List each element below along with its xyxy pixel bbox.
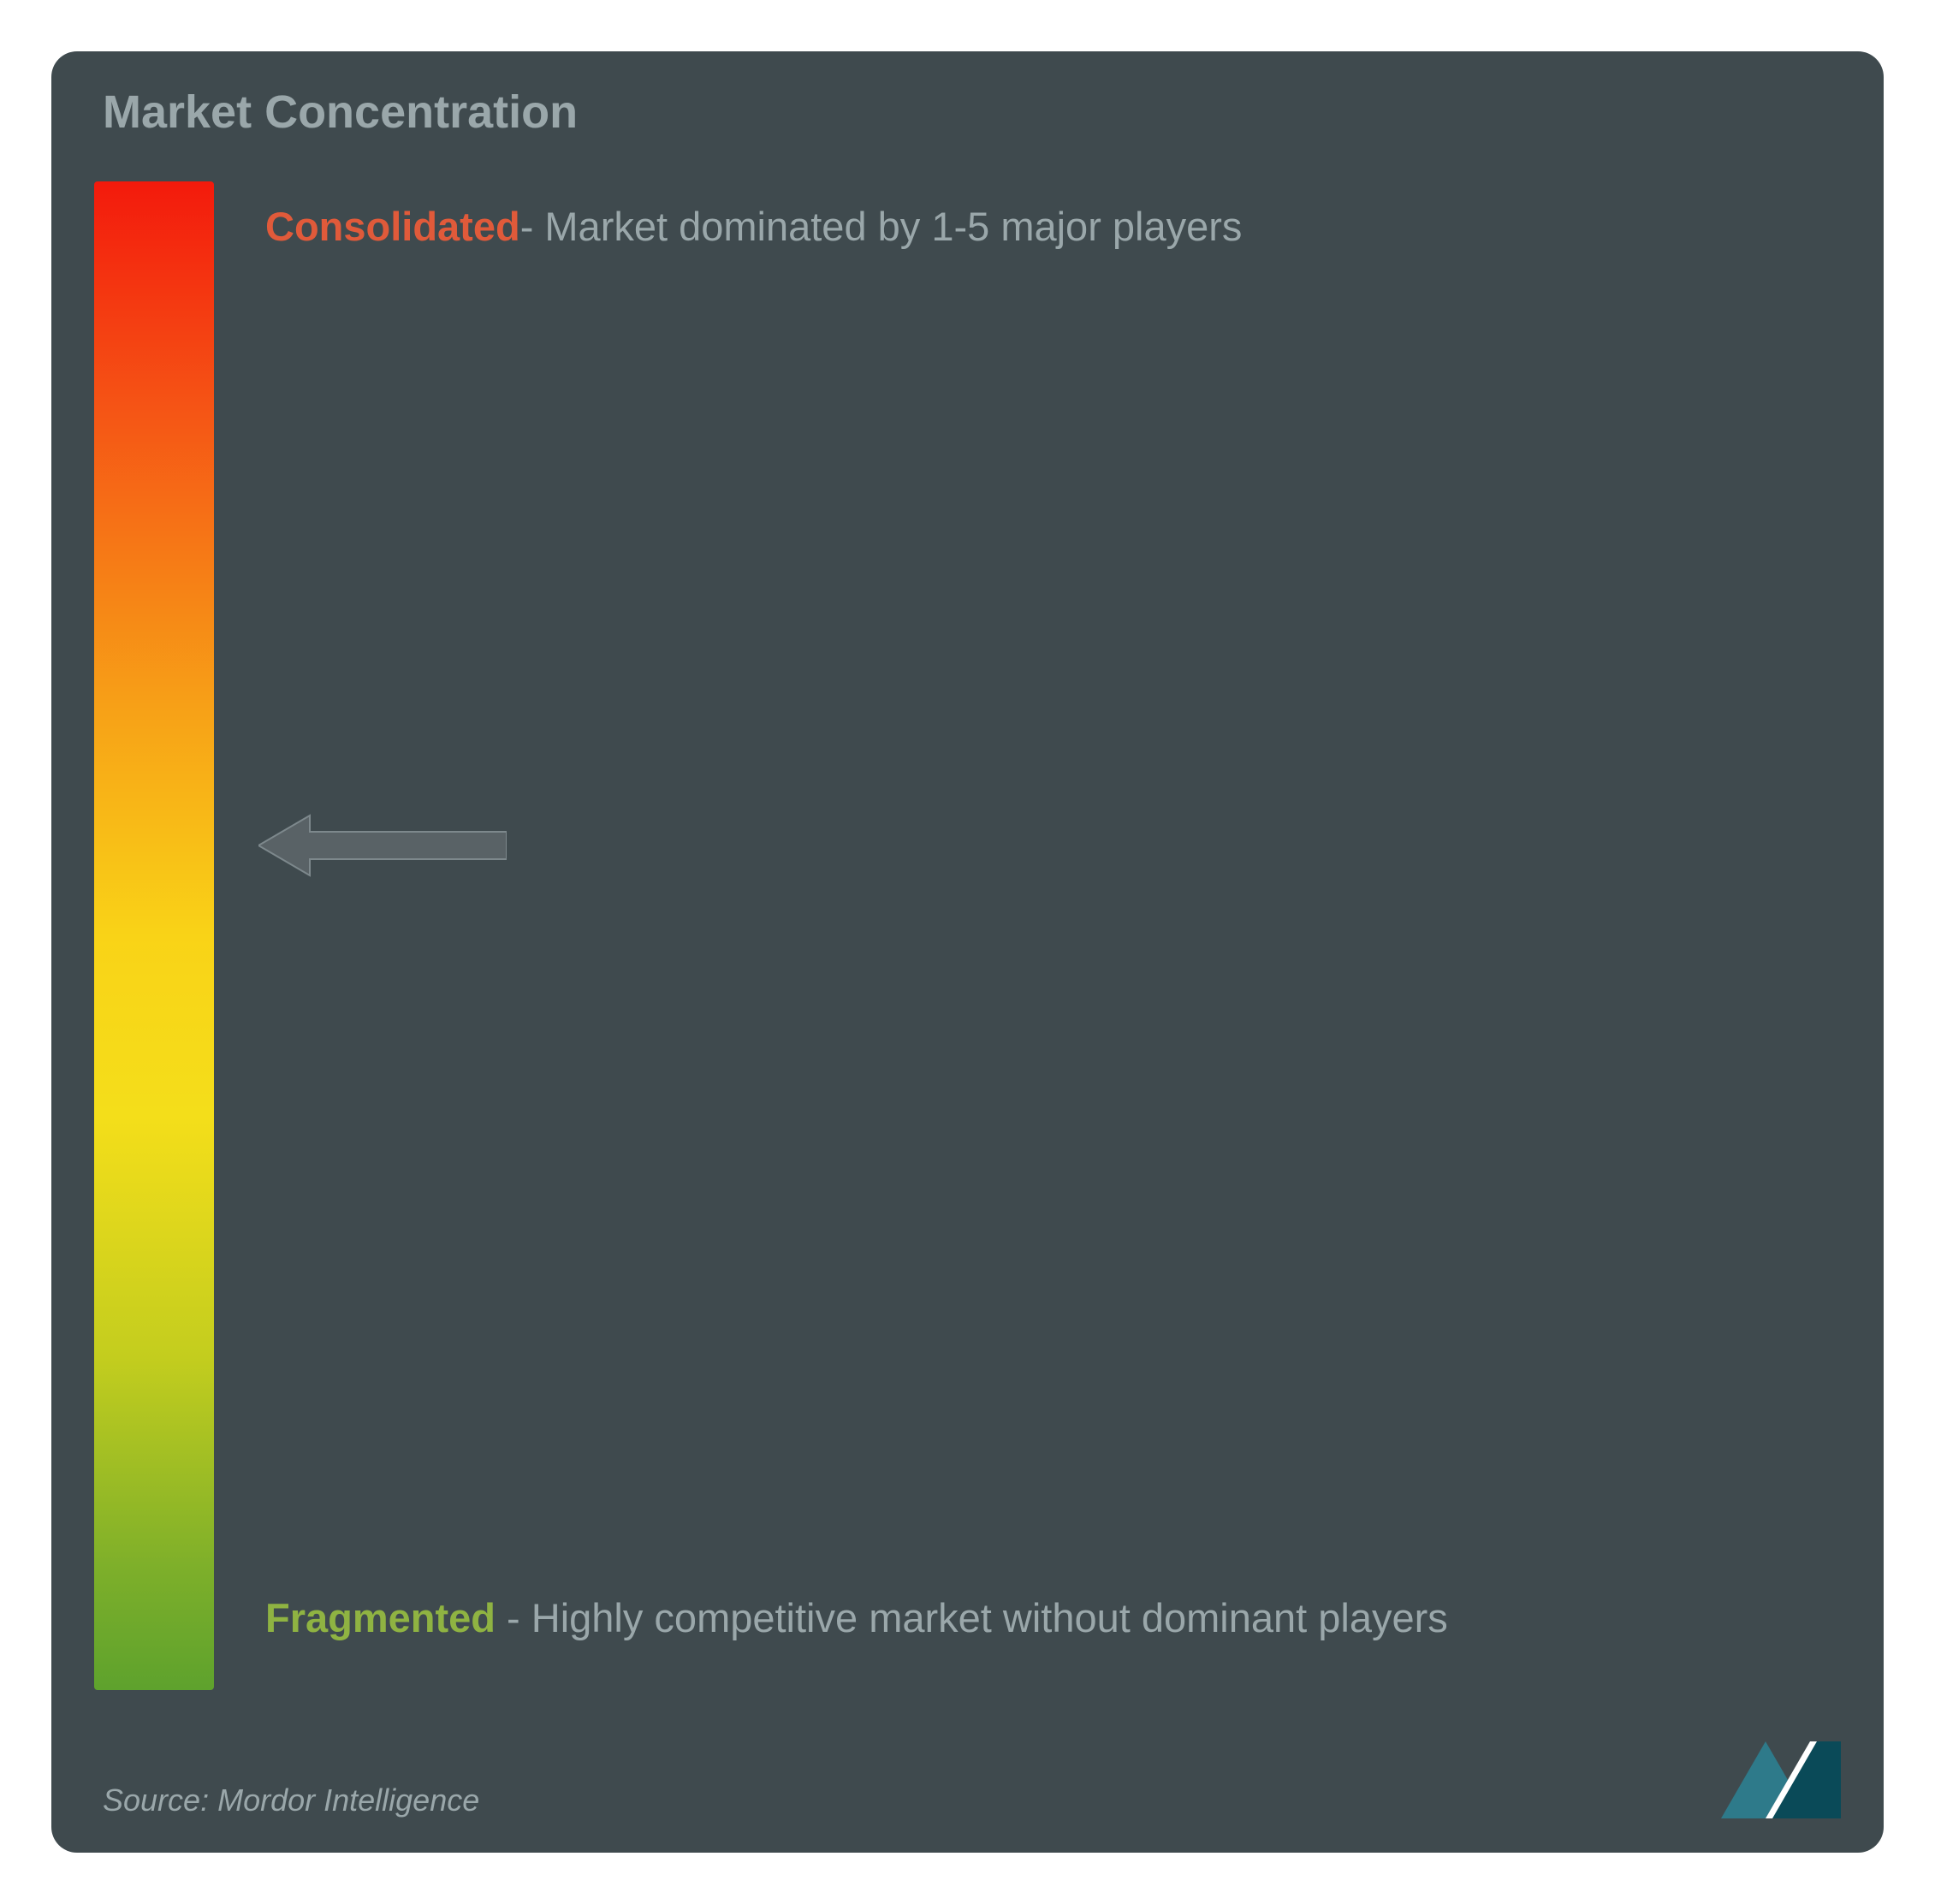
panel-content: Consolidated- Market dominated by 1-5 ma… bbox=[94, 181, 1841, 1690]
mordor-logo bbox=[1721, 1741, 1841, 1818]
source-label: Source: bbox=[103, 1782, 217, 1818]
labels-column: Consolidated- Market dominated by 1-5 ma… bbox=[265, 181, 1841, 1690]
source-attribution: Source: Mordor Intelligence bbox=[103, 1782, 479, 1818]
arrow-left-icon bbox=[258, 811, 507, 880]
consolidated-description: - Market dominated by 1-5 major players bbox=[520, 204, 1243, 249]
consolidated-label: Consolidated- Market dominated by 1-5 ma… bbox=[265, 190, 1463, 264]
market-concentration-panel: Market Concentration Consolidated- Marke… bbox=[51, 51, 1884, 1853]
panel-footer: Source: Mordor Intelligence bbox=[94, 1741, 1841, 1818]
fragmented-highlight: Fragmented bbox=[265, 1595, 496, 1640]
concentration-gradient-bar bbox=[94, 181, 214, 1690]
fragmented-description: - Highly competitive market without domi… bbox=[496, 1595, 1448, 1640]
position-arrow bbox=[258, 811, 507, 880]
logo-icon bbox=[1721, 1741, 1841, 1818]
panel-title: Market Concentration bbox=[103, 86, 1841, 139]
source-value: Mordor Intelligence bbox=[217, 1782, 479, 1818]
fragmented-label: Fragmented - Highly competitive market w… bbox=[265, 1581, 1463, 1656]
consolidated-highlight: Consolidated bbox=[265, 204, 520, 249]
